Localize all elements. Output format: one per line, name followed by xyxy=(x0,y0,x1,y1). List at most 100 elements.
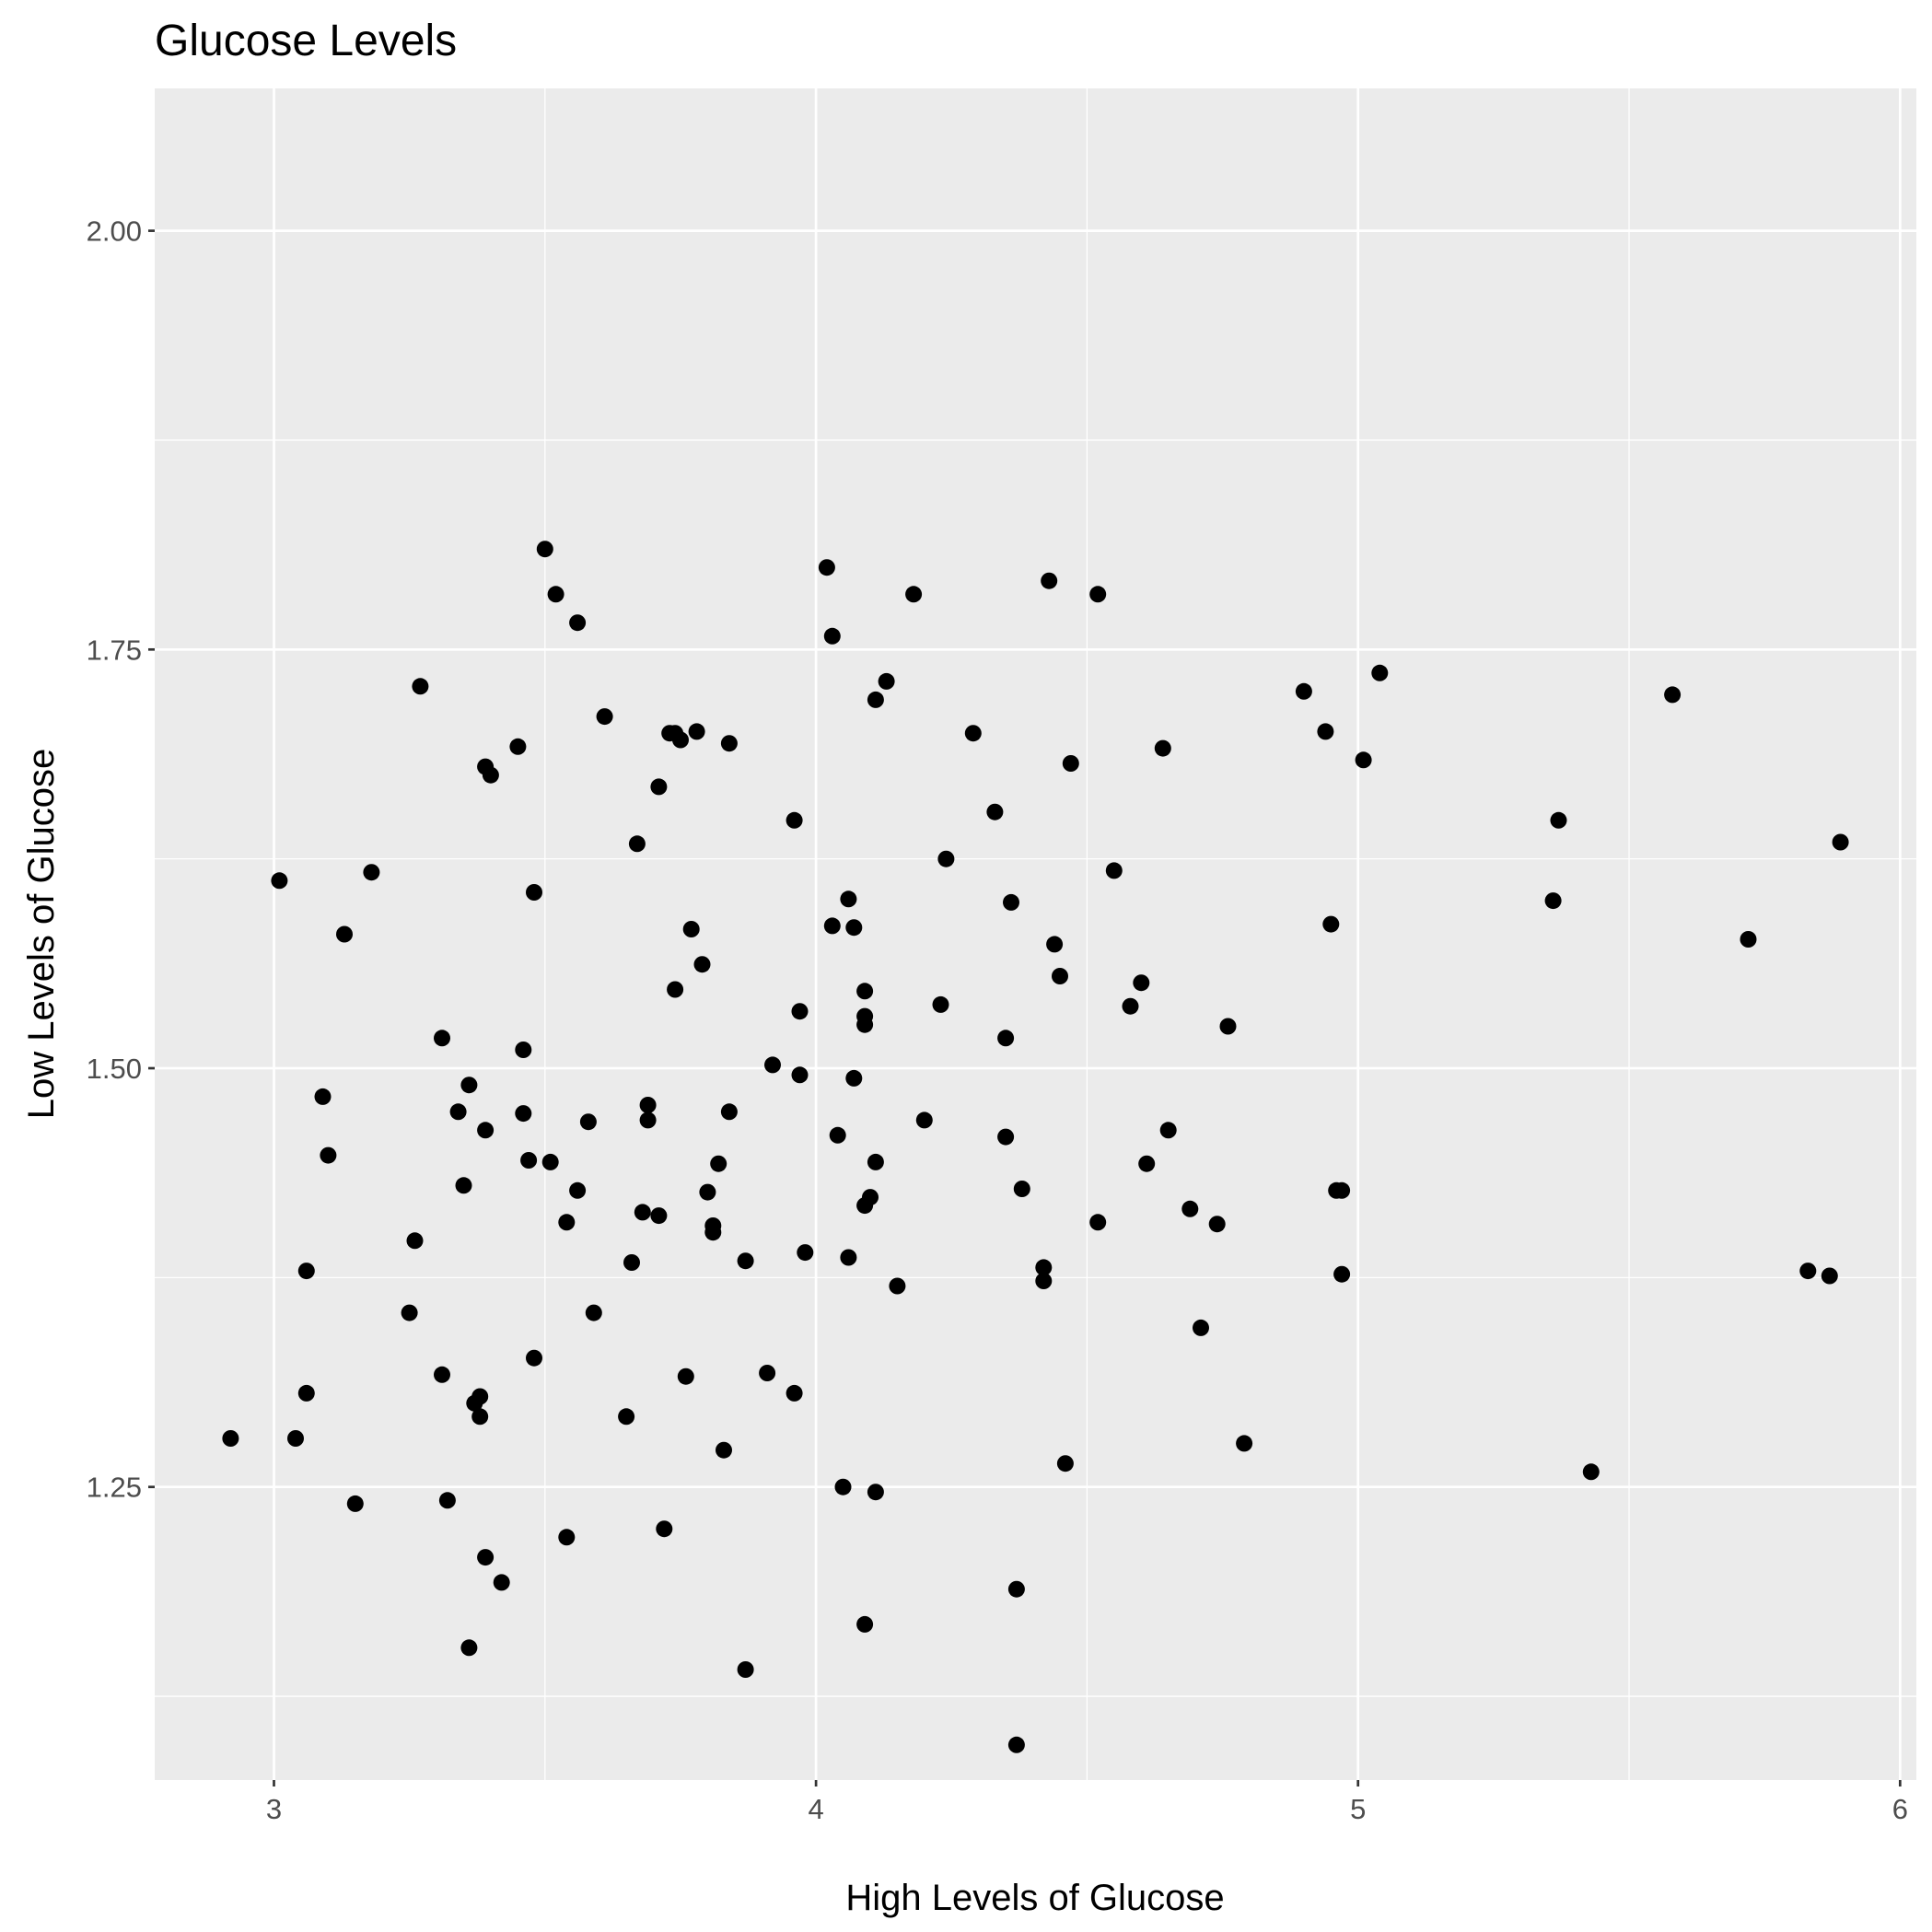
data-point xyxy=(997,1128,1015,1146)
data-point xyxy=(688,723,705,740)
data-point xyxy=(997,1030,1015,1047)
data-point xyxy=(412,678,429,695)
data-point xyxy=(797,1244,814,1262)
data-point xyxy=(314,1088,332,1105)
data-point xyxy=(1035,1273,1053,1289)
data-point xyxy=(1193,1319,1209,1336)
data-point xyxy=(862,1189,879,1206)
data-point xyxy=(536,541,553,558)
data-point xyxy=(515,1105,532,1123)
data-point xyxy=(558,1214,576,1231)
data-point xyxy=(477,1549,495,1566)
data-point xyxy=(1740,931,1757,948)
x-tick-label: 3 xyxy=(266,1793,282,1825)
x-tick-label: 6 xyxy=(1892,1793,1908,1825)
data-point xyxy=(986,803,1004,821)
data-point xyxy=(1133,974,1150,992)
data-point xyxy=(937,850,955,867)
data-point xyxy=(569,614,587,632)
data-point xyxy=(1035,1259,1053,1276)
data-point xyxy=(1052,968,1068,984)
data-point xyxy=(845,1069,863,1087)
data-point xyxy=(1664,686,1682,704)
data-point xyxy=(845,919,863,937)
data-point xyxy=(878,672,895,690)
data-point xyxy=(915,1111,933,1129)
data-point xyxy=(1799,1263,1817,1280)
data-point xyxy=(716,1441,732,1459)
data-point xyxy=(693,956,711,973)
data-point xyxy=(477,1122,495,1139)
data-point xyxy=(1105,862,1123,879)
data-point xyxy=(867,691,884,708)
data-point xyxy=(434,1030,450,1047)
data-point xyxy=(823,627,841,645)
data-point xyxy=(699,1183,716,1201)
data-point xyxy=(434,1366,450,1383)
data-point xyxy=(639,1097,657,1113)
data-point xyxy=(905,586,923,603)
data-point xyxy=(460,1077,478,1094)
data-point xyxy=(1007,1580,1025,1598)
data-point xyxy=(856,1615,874,1633)
data-point xyxy=(650,778,668,796)
data-point xyxy=(438,1492,456,1509)
data-point xyxy=(1295,682,1312,700)
data-point xyxy=(287,1430,304,1447)
data-point xyxy=(1154,739,1171,757)
data-points xyxy=(222,541,1849,1753)
data-point xyxy=(482,766,499,784)
data-point xyxy=(737,1252,754,1270)
data-point xyxy=(1582,1463,1600,1481)
data-point xyxy=(634,1204,651,1221)
data-point xyxy=(1122,997,1139,1015)
data-point xyxy=(401,1304,418,1321)
data-point xyxy=(1181,1200,1199,1217)
data-point xyxy=(1056,1455,1074,1472)
data-point xyxy=(623,1254,640,1271)
data-point xyxy=(889,1277,906,1295)
data-point xyxy=(363,864,380,881)
data-point xyxy=(867,1153,884,1170)
y-tick-label: 2.00 xyxy=(87,215,142,248)
data-point xyxy=(1821,1267,1838,1285)
data-point xyxy=(667,981,684,998)
data-point xyxy=(639,1111,657,1129)
data-point xyxy=(650,1207,668,1225)
data-point xyxy=(509,738,527,755)
data-point xyxy=(1089,586,1107,603)
data-point xyxy=(526,884,542,901)
data-point xyxy=(1355,751,1372,769)
data-point xyxy=(526,1349,542,1367)
y-tick-label: 1.75 xyxy=(87,634,142,666)
data-point xyxy=(710,1155,727,1172)
data-point xyxy=(1041,572,1058,589)
data-point xyxy=(222,1430,239,1447)
data-point xyxy=(823,917,841,935)
data-point xyxy=(791,1003,809,1020)
data-point xyxy=(840,890,857,908)
data-point xyxy=(1089,1214,1107,1231)
data-point xyxy=(856,983,874,1000)
data-point xyxy=(455,1177,472,1194)
y-tick-label: 1.50 xyxy=(87,1053,142,1085)
data-point xyxy=(569,1181,587,1199)
data-point xyxy=(471,1408,489,1426)
data-point xyxy=(704,1217,722,1234)
data-point xyxy=(1219,1018,1237,1035)
x-axis-title: High Levels of Glucose xyxy=(845,1878,1224,1918)
data-point xyxy=(791,1066,809,1084)
data-point xyxy=(856,1016,874,1033)
data-point xyxy=(840,1249,857,1266)
data-point xyxy=(1062,755,1079,772)
data-point xyxy=(964,725,982,742)
data-point xyxy=(829,1126,846,1144)
data-point xyxy=(720,735,738,752)
data-point xyxy=(579,1113,597,1131)
data-point xyxy=(1333,1181,1351,1199)
data-point xyxy=(547,586,564,603)
y-tick-label: 1.25 xyxy=(87,1472,142,1504)
data-point xyxy=(585,1304,602,1321)
data-point xyxy=(346,1495,364,1512)
